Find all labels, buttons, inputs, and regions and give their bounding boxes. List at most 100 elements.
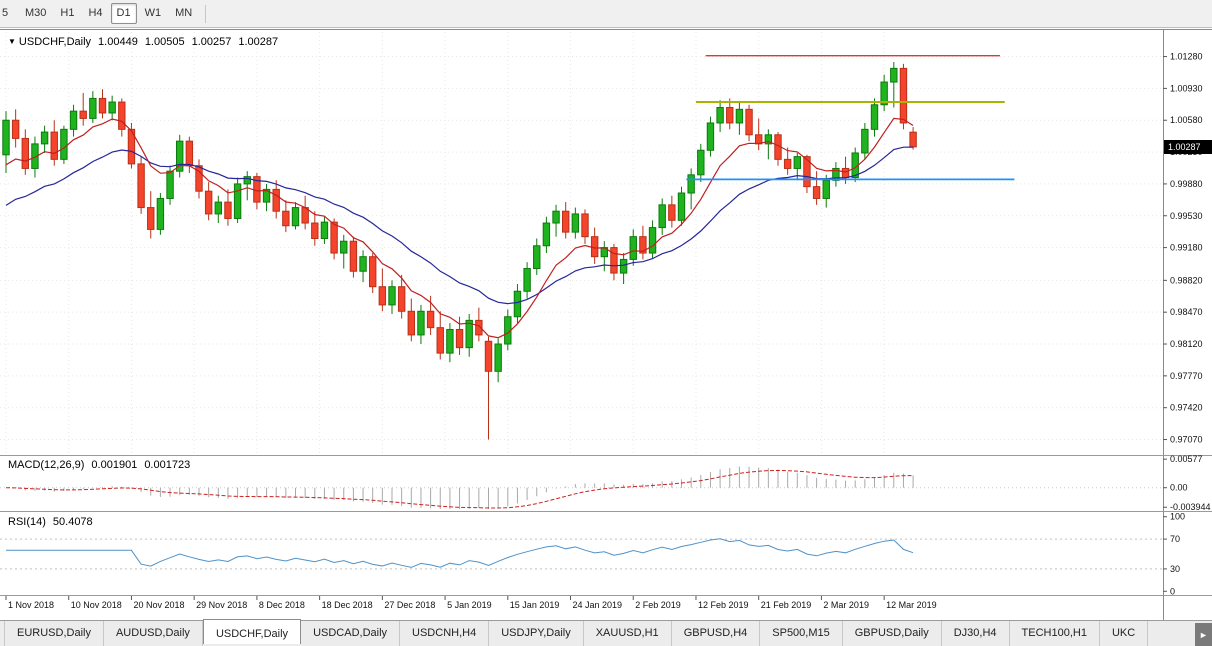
candle-body [214, 201, 223, 215]
candle-body [494, 343, 502, 372]
candle-body [446, 328, 454, 354]
candle-body [21, 137, 30, 169]
rsi-axis-label: 70 [1170, 534, 1180, 544]
candle-body [89, 97, 97, 119]
candle-body [156, 197, 165, 230]
candle-body [291, 207, 300, 227]
timeframe-button-m30[interactable]: M30 [25, 7, 47, 19]
ma-fast-line [5, 117, 914, 339]
candle-body [50, 131, 58, 160]
price-axis-label: 0.98820 [1170, 275, 1203, 285]
timeframe-button-h1[interactable]: H1 [60, 7, 75, 19]
ohlc-open: 1.00449 [98, 36, 138, 48]
candle-body [224, 201, 232, 219]
price-axis-label: 0.99880 [1170, 179, 1203, 189]
rsi-axis-label: 0 [1170, 586, 1175, 596]
date-axis-label: 12 Feb 2019 [698, 600, 749, 610]
candle-body [185, 140, 194, 167]
candle-body [812, 186, 821, 199]
timeframe-button-d1[interactable]: D1 [110, 3, 137, 24]
candle-body [407, 310, 416, 336]
candle-body [378, 286, 387, 306]
rsi-axis-label: 100 [1170, 512, 1185, 522]
chart-tab-usdjpy-daily[interactable]: USDJPY,Daily [489, 621, 584, 646]
macd-label: MACD(12,26,9) 0.001901 0.001723 [8, 459, 197, 471]
candle-body [330, 221, 338, 254]
candle-body [31, 143, 39, 169]
price-axis-label: 1.00930 [1170, 83, 1203, 93]
candle-body [40, 131, 49, 145]
chart-tab-usdcad-daily[interactable]: USDCAD,Daily [301, 621, 401, 646]
candle-body [880, 81, 888, 106]
ma-slow-line [5, 146, 914, 305]
date-axis-label: 20 Nov 2018 [133, 600, 184, 610]
candle-body [166, 170, 174, 199]
candle-body [745, 108, 753, 136]
chart-tab-gbpusd-h4[interactable]: GBPUSD,H4 [672, 621, 761, 646]
candle-body [870, 104, 879, 130]
chart-tab-usdchf-daily[interactable]: USDCHF,Daily [202, 619, 302, 644]
chart-tab-gbpusd-daily[interactable]: GBPUSD,Daily [843, 621, 942, 646]
chart-tab-usdcnh-h4[interactable]: USDCNH,H4 [400, 621, 490, 646]
chart-tab-xauusd-h1[interactable]: XAUUSD,H1 [584, 621, 672, 646]
timeframe-button-mn[interactable]: MN [175, 7, 193, 19]
candle-body [533, 245, 541, 270]
chart-tab-ukc[interactable]: UKC [1100, 621, 1149, 646]
candle-body [542, 222, 551, 247]
tabs-scroll-right-button[interactable]: ► [1195, 623, 1212, 646]
chart-tab-group: EURUSD,Daily AUDUSD,Daily USDCHF,Daily USDC… [4, 619, 1149, 646]
price-axis-label: 0.97770 [1170, 371, 1203, 381]
candle-body [716, 107, 724, 124]
candle-body [899, 67, 908, 124]
rsi-axis-label: 30 [1170, 564, 1180, 574]
chart-tab-sp500-m15[interactable]: SP500,M15 [760, 621, 843, 646]
timeframe-button-h4[interactable]: H4 [88, 7, 103, 19]
candle-body [764, 134, 773, 145]
candle-body [677, 192, 686, 221]
chart-tab-dj30-h4[interactable]: DJ30,H4 [942, 621, 1010, 646]
chart-tabs: EURUSD,Daily AUDUSD,Daily USDCHF,Daily USDC… [0, 619, 1212, 646]
chart-tab-audusd-daily[interactable]: AUDUSD,Daily [104, 621, 203, 646]
candle-body [629, 236, 637, 260]
rsi-label: RSI(14) 50.4078 [8, 516, 100, 528]
candle-body [204, 190, 213, 215]
candle-body [272, 188, 280, 212]
timeframe-button-w1[interactable]: W1 [144, 7, 162, 19]
price-axis-label: 1.01280 [1170, 52, 1203, 62]
candle-body [697, 149, 705, 176]
chart-tab-eurusd-daily[interactable]: EURUSD,Daily [4, 621, 104, 646]
timeframe-button-group: 5 M30 H1 H4 D1 W1 MN [0, 3, 199, 24]
candle-body [909, 131, 917, 148]
candle-body [426, 310, 435, 329]
candle-body [108, 101, 116, 114]
timeframe-button-5[interactable]: 5 [1, 7, 9, 19]
candle-body [706, 122, 715, 151]
candle-body [455, 328, 464, 349]
macd-signal-line [5, 469, 914, 509]
chart-title: ▼ USDCHF,Daily 1.00449 1.00505 1.00257 1.0028… [8, 36, 285, 48]
collapse-triangle-icon[interactable]: ▼ [8, 37, 16, 46]
candle-body [475, 319, 483, 336]
candle-body [648, 227, 657, 254]
rsi-line [6, 538, 914, 568]
price-axis-label: 0.98470 [1170, 307, 1203, 317]
chart-tab-tech100-h1[interactable]: TECH100,H1 [1010, 621, 1100, 646]
date-axis-label: 24 Jan 2019 [573, 600, 623, 610]
date-axis-label: 27 Dec 2018 [384, 600, 435, 610]
candle-body [98, 97, 107, 114]
date-axis-label: 29 Nov 2018 [196, 600, 247, 610]
candle-body [176, 140, 184, 172]
candle-body [832, 167, 840, 181]
rsi-value: 50.4078 [52, 516, 93, 528]
macd-axis-label: -0.003944 [1170, 502, 1211, 512]
candle-body [340, 240, 348, 254]
candle-body [436, 327, 444, 354]
candle-body [11, 119, 20, 139]
candle-body [127, 128, 136, 165]
candle-body [822, 179, 830, 199]
date-axis-label: 1 Nov 2018 [8, 600, 54, 610]
macd-axis-label: 0.00 [1170, 483, 1188, 493]
candle-body [562, 210, 570, 233]
candle-body [571, 213, 580, 233]
